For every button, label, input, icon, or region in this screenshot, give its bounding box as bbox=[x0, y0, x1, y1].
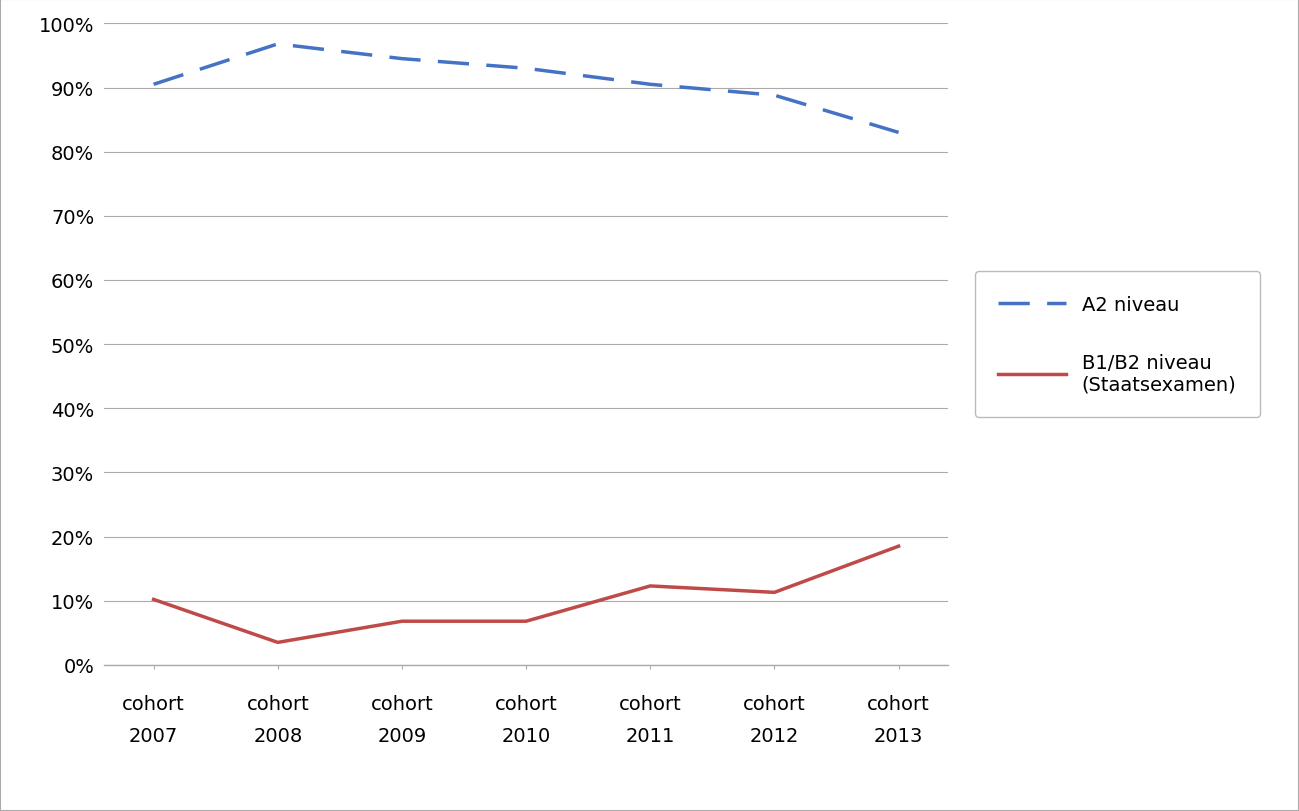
Text: 2007: 2007 bbox=[129, 726, 178, 744]
Text: 2012: 2012 bbox=[750, 726, 799, 744]
Text: cohort: cohort bbox=[495, 694, 557, 713]
Text: 2010: 2010 bbox=[501, 726, 551, 744]
Text: cohort: cohort bbox=[370, 694, 434, 713]
Legend: A2 niveau, B1/B2 niveau
(Staatsexamen): A2 niveau, B1/B2 niveau (Staatsexamen) bbox=[974, 272, 1260, 418]
Text: cohort: cohort bbox=[618, 694, 682, 713]
Text: 2009: 2009 bbox=[377, 726, 426, 744]
Text: 2013: 2013 bbox=[874, 726, 924, 744]
Text: 2011: 2011 bbox=[626, 726, 675, 744]
Text: cohort: cohort bbox=[743, 694, 805, 713]
Text: cohort: cohort bbox=[247, 694, 309, 713]
Text: 2008: 2008 bbox=[253, 726, 303, 744]
Text: cohort: cohort bbox=[122, 694, 184, 713]
Text: cohort: cohort bbox=[868, 694, 930, 713]
